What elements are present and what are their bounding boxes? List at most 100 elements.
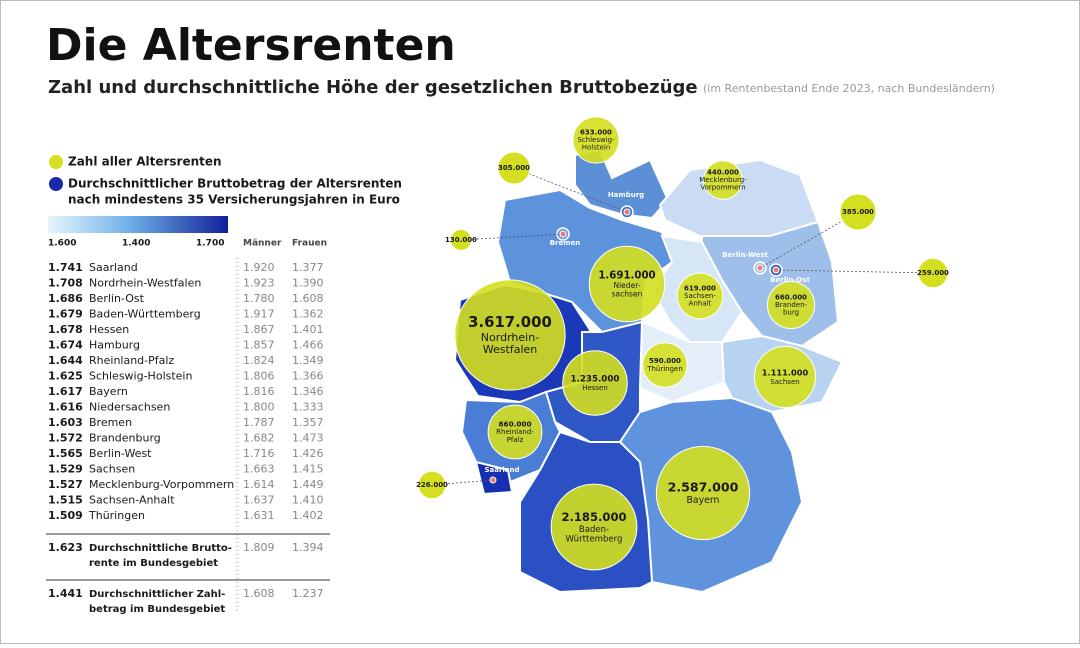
row-women: 1.415 xyxy=(292,463,324,476)
row-men: 1.716 xyxy=(243,447,275,460)
bubble xyxy=(417,470,447,500)
bubble xyxy=(766,280,816,330)
bubble-count: 1.691.000 xyxy=(598,271,655,282)
row-name: Bremen xyxy=(89,416,132,429)
bubble xyxy=(839,193,877,231)
row-name: Bayern xyxy=(89,385,128,398)
legend-count-swatch xyxy=(49,155,63,169)
row-women: 1.390 xyxy=(292,277,324,290)
bubble-count: 440.000 xyxy=(707,168,739,176)
row-women: 1.473 xyxy=(292,432,324,445)
bubble xyxy=(642,342,688,388)
row-men: 1.631 xyxy=(243,509,275,522)
row-value: 1.686 xyxy=(48,292,83,305)
place-label: Hamburg xyxy=(608,191,644,199)
row-men: 1.923 xyxy=(243,277,275,290)
connector xyxy=(513,167,628,213)
row-men: 1.787 xyxy=(243,416,275,429)
bubble xyxy=(572,116,620,164)
row-men: 1.824 xyxy=(243,354,275,367)
bubble-label: Nieder- xyxy=(613,281,640,290)
bubble xyxy=(703,160,743,200)
bubble-label: Bayern xyxy=(687,495,720,506)
bubble-label: Schleswig- xyxy=(577,136,615,144)
row-women: 1.346 xyxy=(292,385,324,398)
row-name: Sachsen xyxy=(89,463,135,476)
summary-value: 1.441 xyxy=(48,587,83,600)
bubble xyxy=(917,257,949,289)
bubble-count: 590.000 xyxy=(649,357,681,365)
row-men: 1.780 xyxy=(243,292,275,305)
bubble-count: 2.185.000 xyxy=(561,510,626,524)
column-header: Männer xyxy=(243,239,282,249)
bubble xyxy=(753,345,817,409)
bubble-count: 860.000 xyxy=(498,419,531,428)
row-value: 1.529 xyxy=(48,463,83,476)
bubble-label: Hessen xyxy=(582,384,608,392)
bubble xyxy=(676,272,724,320)
bubble xyxy=(588,245,666,323)
anchor-dot xyxy=(772,266,780,274)
row-women: 1.366 xyxy=(292,370,324,383)
row-name: Niedersachsen xyxy=(89,401,170,414)
summary-name: betrag im Bundesgebiet xyxy=(89,604,225,615)
row-women: 1.608 xyxy=(292,292,324,305)
row-name: Schleswig-Holstein xyxy=(89,370,192,383)
row-value: 1.679 xyxy=(48,308,83,321)
bubble-count: 1.111.000 xyxy=(762,368,809,378)
subtitle-note: (im Rentenbestand Ende 2023, nach Bundes… xyxy=(703,82,995,95)
row-name: Baden-Württemberg xyxy=(89,308,201,321)
bubble-count: 1.235.000 xyxy=(571,375,620,385)
bubble-count: 3.617.000 xyxy=(468,313,552,331)
bubble-label: Mecklenburg- xyxy=(699,176,747,184)
scale-label: 1.400 xyxy=(122,239,150,249)
bubble-label: Westfalen xyxy=(483,343,538,356)
row-name: Hamburg xyxy=(89,339,140,352)
row-value: 1.603 xyxy=(48,416,83,429)
connector xyxy=(460,233,564,241)
place-label: Berlin-Ost xyxy=(770,276,810,284)
legend-amount: nach mindestens 35 Versicherungsjahren i… xyxy=(68,193,400,207)
bubble-label: Baden- xyxy=(579,525,609,535)
summary-men: 1.608 xyxy=(243,587,275,600)
bubble-label: Rheinland- xyxy=(496,428,534,436)
row-name: Brandenburg xyxy=(89,432,161,445)
row-value: 1.741 xyxy=(48,261,83,274)
bubble-label: Branden- xyxy=(775,301,808,309)
row-men: 1.637 xyxy=(243,494,275,507)
bubble-label: Vorpommern xyxy=(700,184,745,192)
row-name: Saarland xyxy=(89,261,138,274)
row-value: 1.515 xyxy=(48,494,83,507)
row-value: 1.678 xyxy=(48,323,83,336)
bubble-label: burg xyxy=(783,309,799,317)
row-name: Mecklenburg-Vorpommern xyxy=(89,478,234,491)
row-men: 1.682 xyxy=(243,432,275,445)
row-value: 1.617 xyxy=(48,385,83,398)
row-women: 1.466 xyxy=(292,339,324,352)
bubble-count: 305.000 xyxy=(498,164,530,172)
row-women: 1.426 xyxy=(292,447,324,460)
row-women: 1.357 xyxy=(292,416,324,429)
bubble-label: Thüringen xyxy=(646,365,683,373)
anchor-dot xyxy=(623,208,631,216)
scale-label: 1.700 xyxy=(196,239,224,249)
row-name: Hessen xyxy=(89,323,129,336)
anchor-dot xyxy=(559,230,567,238)
row-women: 1.362 xyxy=(292,308,324,321)
row-women: 1.333 xyxy=(292,401,324,414)
row-name: Berlin-West xyxy=(89,447,152,460)
title: Die Altersrenten xyxy=(46,20,456,71)
row-value: 1.625 xyxy=(48,370,83,383)
row-men: 1.867 xyxy=(243,323,275,336)
row-value: 1.527 xyxy=(48,478,83,491)
row-men: 1.857 xyxy=(243,339,275,352)
legend-count: Zahl aller Altersrenten xyxy=(68,155,222,169)
row-men: 1.920 xyxy=(243,261,275,274)
place-label: Bremen xyxy=(550,239,581,247)
bubble-label: Holstein xyxy=(582,144,611,152)
row-name: Nordrhein-Westfalen xyxy=(89,277,201,290)
summary-men: 1.809 xyxy=(243,541,275,554)
bubble-label: Nordrhein- xyxy=(481,331,539,344)
bubble-count: 2.587.000 xyxy=(668,479,739,494)
